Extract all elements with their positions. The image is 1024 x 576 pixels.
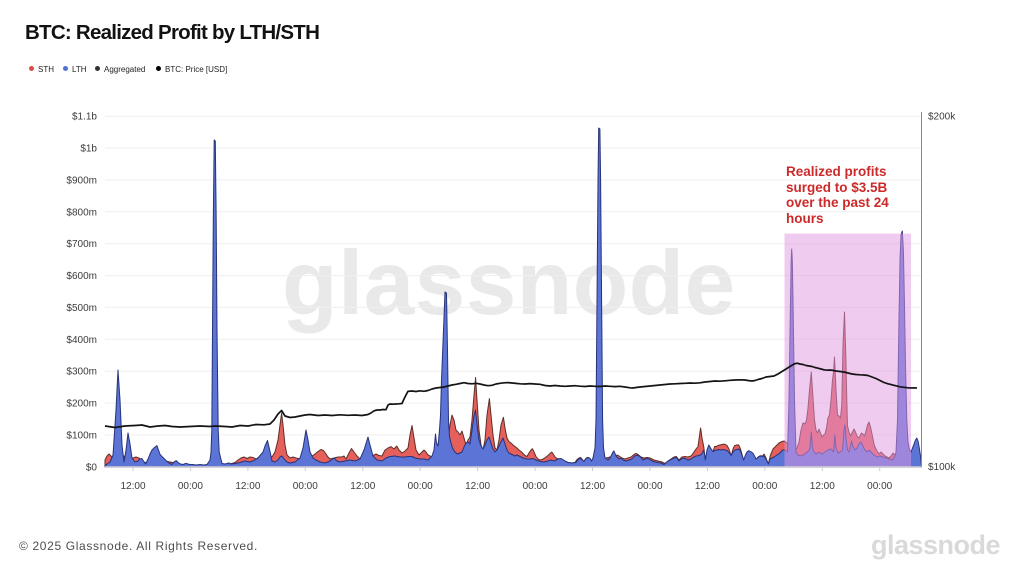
svg-text:00:00: 00:00 — [637, 481, 662, 492]
svg-text:$100m: $100m — [66, 430, 97, 441]
svg-text:$500m: $500m — [66, 303, 97, 314]
svg-text:$800m: $800m — [66, 207, 97, 218]
svg-text:$1.1b: $1.1b — [72, 112, 97, 123]
svg-text:$300m: $300m — [66, 367, 97, 378]
svg-text:$200m: $200m — [66, 399, 97, 410]
svg-text:$0: $0 — [86, 462, 98, 473]
svg-text:$700m: $700m — [66, 239, 97, 250]
svg-text:$100k: $100k — [928, 462, 956, 473]
svg-text:12:00: 12:00 — [695, 481, 720, 492]
svg-text:12:00: 12:00 — [120, 481, 145, 492]
svg-text:00:00: 00:00 — [408, 481, 433, 492]
svg-text:12:00: 12:00 — [350, 481, 375, 492]
svg-text:12:00: 12:00 — [810, 481, 835, 492]
svg-text:$900m: $900m — [66, 175, 97, 186]
svg-text:$200k: $200k — [928, 112, 956, 123]
svg-text:12:00: 12:00 — [580, 481, 605, 492]
svg-text:00:00: 00:00 — [867, 481, 892, 492]
svg-text:12:00: 12:00 — [465, 481, 490, 492]
svg-text:00:00: 00:00 — [293, 481, 318, 492]
svg-text:00:00: 00:00 — [178, 481, 203, 492]
svg-text:12:00: 12:00 — [235, 481, 260, 492]
svg-text:$1b: $1b — [80, 144, 97, 155]
svg-text:00:00: 00:00 — [752, 481, 777, 492]
svg-text:$400m: $400m — [66, 335, 97, 346]
svg-text:00:00: 00:00 — [523, 481, 548, 492]
svg-text:$600m: $600m — [66, 271, 97, 282]
